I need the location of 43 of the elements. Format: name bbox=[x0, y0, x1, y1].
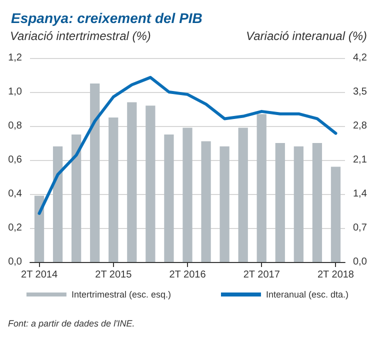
x-tick-label: 2T 2017 bbox=[243, 270, 280, 280]
bar bbox=[90, 84, 100, 262]
y2-tick-label: 3,5 bbox=[353, 86, 368, 98]
y2-axis-title: Variació interanual (%) bbox=[246, 29, 368, 43]
bar bbox=[330, 166, 341, 262]
bar bbox=[220, 146, 230, 262]
bar bbox=[256, 114, 266, 262]
y-tick-label: 0,6 bbox=[8, 154, 22, 166]
bar bbox=[182, 128, 192, 262]
y2-tick-label: 4,2 bbox=[353, 52, 368, 64]
y-tick-label: 1,0 bbox=[8, 86, 22, 98]
line-series bbox=[38, 76, 338, 215]
bar bbox=[312, 143, 322, 262]
chart-title: Espanya: creixement del PIB bbox=[11, 10, 202, 26]
y-tick-label: 0,2 bbox=[8, 222, 22, 234]
y-axis-title: Variació intertrimestral (%) bbox=[10, 29, 151, 43]
x-tick-label: 2T 2014 bbox=[21, 270, 58, 280]
bar bbox=[201, 141, 211, 262]
y-tick-label: 1,2 bbox=[8, 52, 22, 64]
y2-tick-label: 0,0 bbox=[353, 256, 368, 268]
bar bbox=[146, 106, 156, 262]
y-tick-label: 0,8 bbox=[8, 120, 22, 132]
x-tick-label: 2T 2016 bbox=[169, 270, 206, 280]
x-tick-label: 2T 2015 bbox=[95, 270, 132, 280]
text: Font: a partir de dades de l'INE. bbox=[8, 318, 135, 328]
bar bbox=[164, 134, 174, 262]
y2-tick-label: 0,7 bbox=[353, 222, 368, 234]
bar bbox=[294, 146, 304, 262]
bar bbox=[275, 143, 285, 262]
bar bbox=[127, 102, 137, 262]
bar bbox=[52, 146, 63, 262]
legend-label: Interanual (esc. dta.) bbox=[266, 290, 349, 300]
legend-label: Intertrimestral (esc. esq.) bbox=[71, 290, 171, 300]
y2-tick-label: 2,1 bbox=[353, 154, 368, 166]
y-tick-label: 0,4 bbox=[8, 188, 22, 200]
bar bbox=[238, 128, 248, 262]
bar bbox=[72, 134, 82, 262]
x-tick-label: 2T 2018 bbox=[317, 270, 354, 280]
y-tick-label: 0,0 bbox=[8, 256, 22, 268]
bar bbox=[34, 196, 44, 262]
bar bbox=[108, 118, 118, 262]
y2-tick-label: 2,8 bbox=[353, 120, 368, 132]
y2-tick-label: 1,4 bbox=[353, 188, 368, 200]
